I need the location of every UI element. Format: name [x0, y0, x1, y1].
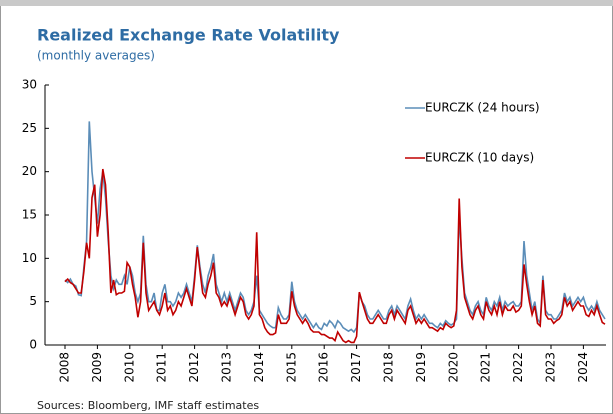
x-tick-label: 2018	[382, 352, 396, 383]
x-tick-label: 2023	[544, 352, 558, 383]
x-tick-label: 2010	[122, 352, 136, 383]
x-tick-label: 2016	[317, 352, 331, 383]
y-tick-label: 20	[22, 164, 37, 178]
source-note: Sources: Bloomberg, IMF staff estimates	[37, 399, 259, 412]
legend-label: EURCZK (10 days)	[425, 151, 534, 165]
legend-label: EURCZK (24 hours)	[425, 101, 540, 115]
y-tick-label: 5	[29, 294, 37, 308]
y-tick-label: 15	[22, 208, 37, 222]
x-tick-label: 2017	[349, 352, 363, 383]
x-tick-label: 2011	[155, 352, 169, 383]
x-tick-label: 2021	[479, 352, 493, 383]
x-tick-label: 2009	[90, 352, 104, 383]
x-tick-label: 2019	[414, 352, 428, 383]
y-tick-label: 0	[29, 338, 37, 352]
y-tick-label: 10	[22, 251, 37, 265]
series-line	[64, 168, 606, 344]
chart-title: Realized Exchange Rate Volatility	[37, 26, 340, 45]
top-band	[0, 0, 613, 6]
x-tick-label: 2020	[446, 352, 460, 383]
y-tick-label: 30	[22, 78, 37, 92]
x-tick-label: 2012	[187, 352, 201, 383]
y-tick-label: 25	[22, 121, 37, 135]
x-tick-label: 2013	[220, 352, 234, 383]
x-tick-label: 2015	[284, 352, 298, 383]
chart-subtitle: (monthly averages)	[37, 49, 155, 63]
x-tick-label: 2022	[511, 352, 525, 383]
x-tick-label: 2008	[58, 352, 72, 383]
x-tick-label: 2024	[576, 352, 590, 383]
series-line	[64, 121, 606, 334]
x-tick-label: 2014	[252, 352, 266, 383]
